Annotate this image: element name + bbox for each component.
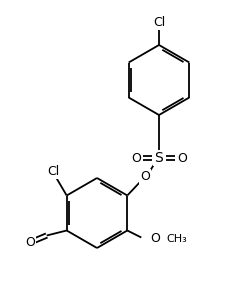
Text: Cl: Cl bbox=[152, 15, 164, 29]
Text: S: S bbox=[154, 151, 163, 165]
Text: O: O bbox=[150, 232, 160, 245]
Text: O: O bbox=[25, 236, 35, 249]
Text: CH₃: CH₃ bbox=[165, 234, 186, 243]
Text: O: O bbox=[140, 170, 149, 183]
Text: O: O bbox=[131, 151, 140, 164]
Text: Cl: Cl bbox=[47, 165, 59, 178]
Text: O: O bbox=[176, 151, 186, 164]
